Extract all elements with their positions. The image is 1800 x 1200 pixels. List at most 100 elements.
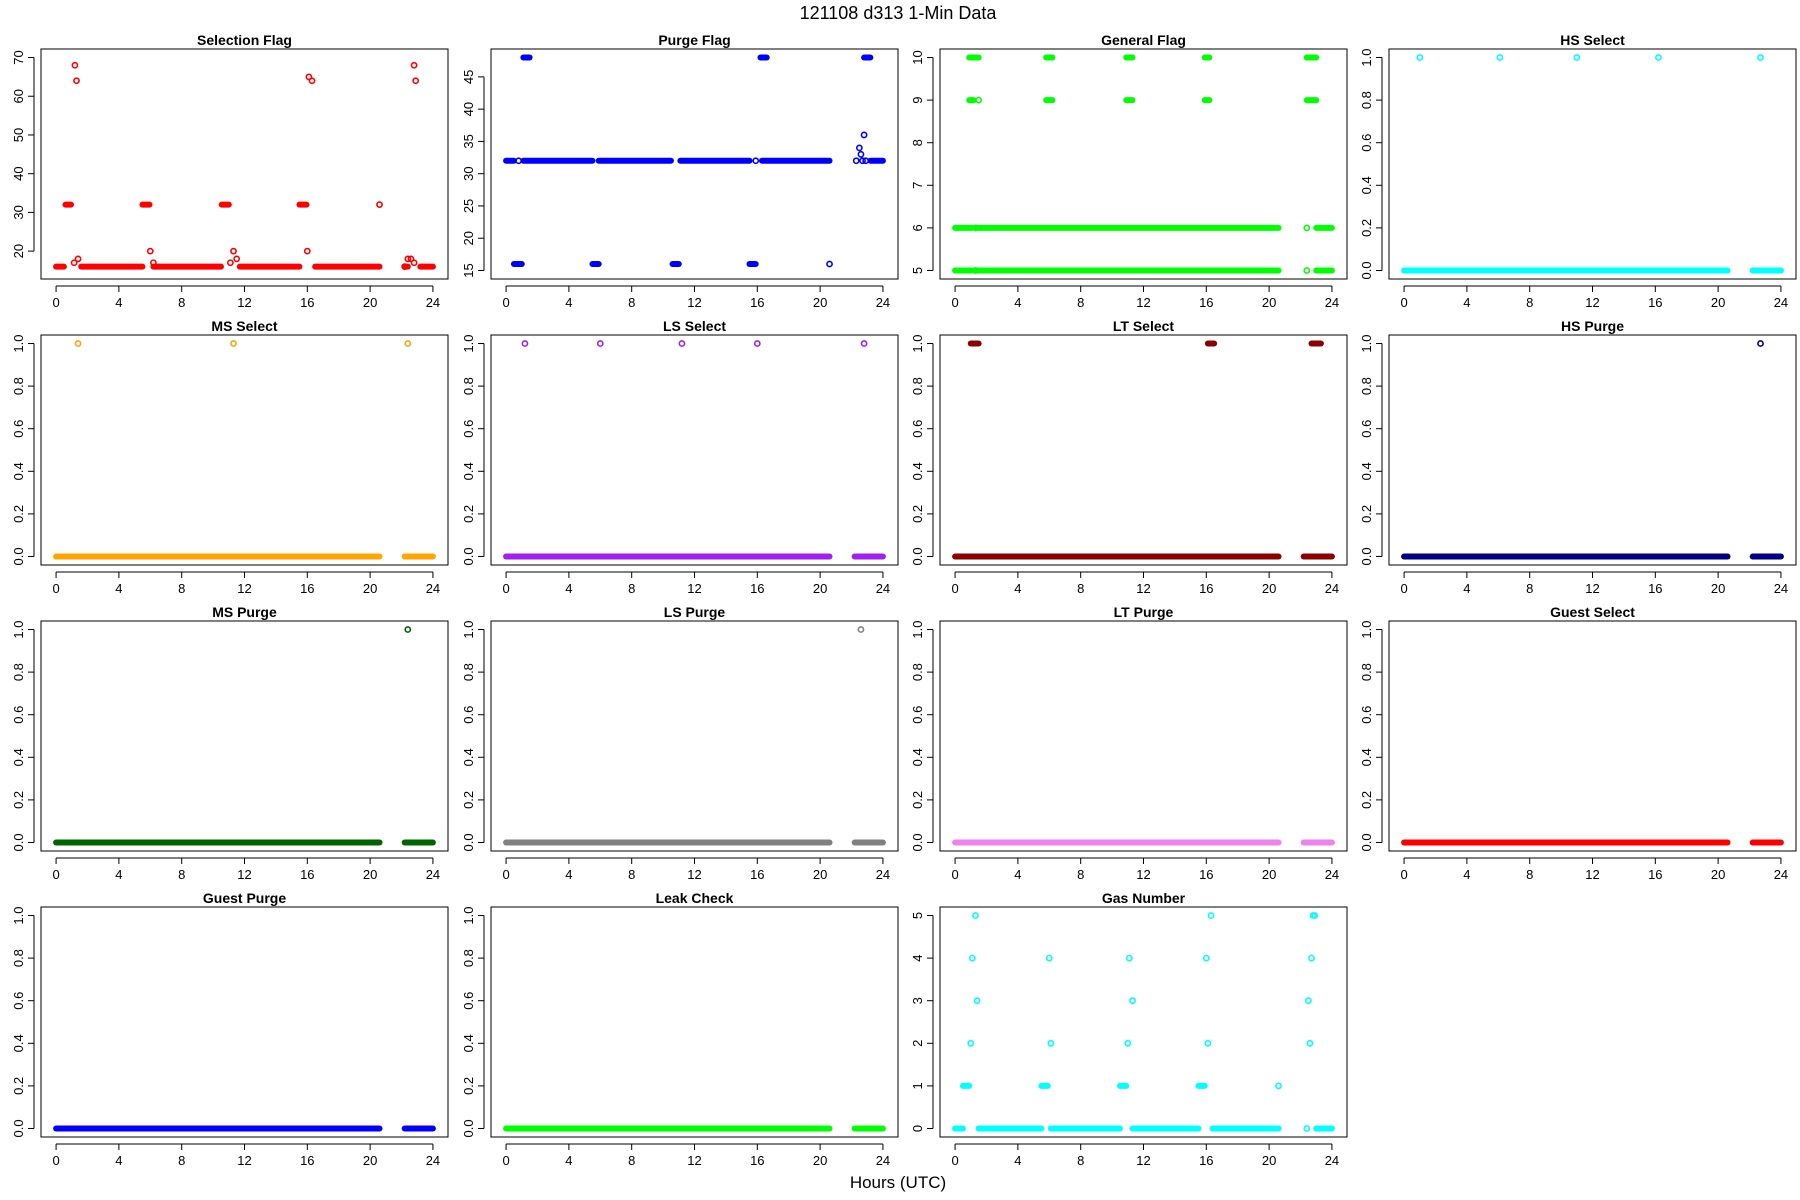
x-tick-label: 20 — [813, 867, 827, 882]
data-point — [230, 340, 237, 347]
x-tick-label: 0 — [502, 867, 509, 882]
data-point — [1655, 54, 1662, 61]
x-tick-label: 4 — [1463, 295, 1470, 310]
x-tick-label: 16 — [300, 295, 314, 310]
x-tick-label: 16 — [300, 867, 314, 882]
plot-frame — [939, 334, 1348, 566]
data-point — [973, 997, 981, 1005]
plot-frame — [490, 620, 899, 852]
point-run — [1401, 267, 1731, 274]
plot-frame — [939, 48, 1348, 280]
point-run — [952, 839, 1282, 846]
y-tick-label: 0 — [910, 1125, 925, 1132]
point-run — [974, 224, 1282, 231]
y-tick-label: 0.4 — [11, 1034, 26, 1052]
point-run — [1401, 839, 1731, 846]
x-tick-label: 12 — [687, 581, 701, 596]
data-point — [303, 247, 311, 255]
y-tick-label: 9 — [910, 96, 925, 103]
x-tick-label: 20 — [1711, 867, 1725, 882]
point-run — [1749, 839, 1784, 846]
data-point — [1047, 1039, 1055, 1047]
y-tick-label: 0.0 — [461, 833, 476, 851]
y-tick-label: 0.4 — [1359, 748, 1374, 766]
y-tick-label: 0.2 — [11, 1077, 26, 1095]
y-tick-label: 0.2 — [461, 1077, 476, 1095]
x-tick-label: 12 — [1136, 295, 1150, 310]
panel-purge-flag: Purge Flag 0 4 8 12 16 20 24 15 20 25 30 35 40 45 — [461, 32, 899, 310]
y-axis: 20 30 40 50 60 70 — [11, 50, 35, 258]
y-tick-label: 30 — [461, 166, 476, 180]
x-tick-label: 4 — [565, 1153, 572, 1168]
point-run — [1308, 340, 1324, 347]
point-run — [974, 267, 1282, 274]
data-point — [146, 247, 154, 255]
data-point — [233, 255, 241, 263]
point-run — [503, 839, 833, 846]
y-tick-label: 0.4 — [1359, 176, 1374, 194]
data-point — [401, 263, 409, 271]
data-series — [952, 54, 1335, 274]
x-tick-label: 4 — [1014, 867, 1021, 882]
point-run — [503, 1125, 833, 1132]
plot-frame — [40, 906, 449, 1138]
point-run — [1313, 224, 1335, 231]
y-tick-label: 0.6 — [1359, 420, 1374, 438]
point-run — [677, 157, 753, 164]
x-axis: 0 4 8 12 16 20 24 — [1400, 285, 1788, 310]
x-tick-label: 12 — [237, 1153, 251, 1168]
data-point — [410, 259, 418, 267]
x-tick-label: 0 — [1400, 295, 1407, 310]
data-point — [1204, 1039, 1212, 1047]
data-series — [1401, 340, 1784, 560]
x-tick-label: 8 — [1526, 581, 1533, 596]
x-tick-label: 12 — [237, 867, 251, 882]
x-tick-label: 12 — [1136, 867, 1150, 882]
x-axis-label: Hours (UTC) — [850, 1173, 946, 1192]
y-tick-label: 0.6 — [11, 420, 26, 438]
x-tick-label: 16 — [1648, 295, 1662, 310]
point-run — [595, 157, 674, 164]
x-tick-label: 0 — [1400, 581, 1407, 596]
x-axis: 0 4 8 12 16 20 24 — [52, 1143, 440, 1168]
x-tick-label: 8 — [628, 295, 635, 310]
point-run — [1303, 97, 1320, 104]
y-axis: 0.0 0.2 0.4 0.6 0.8 1.0 — [910, 620, 934, 852]
y-tick-label: 0.2 — [910, 505, 925, 523]
y-tick-label: 1.0 — [910, 620, 925, 638]
x-tick-label: 4 — [565, 295, 572, 310]
x-tick-label: 24 — [1325, 1153, 1339, 1168]
panel-hs-select: HS Select 0 4 8 12 16 20 24 0.0 0.2 0.4 0.6 0.8 1.0 — [1359, 32, 1797, 310]
data-point — [857, 626, 865, 633]
x-tick-label: 20 — [1262, 295, 1276, 310]
x-tick-label: 4 — [1463, 867, 1470, 882]
x-tick-label: 0 — [502, 295, 509, 310]
panel-ls-purge: LS Purge 0 4 8 12 16 20 24 0.0 0.2 0.4 0.6 0.8 1.0 — [461, 604, 899, 882]
data-point — [1303, 224, 1311, 232]
y-axis: 0.0 0.2 0.4 0.6 0.8 1.0 — [1359, 620, 1383, 852]
data-point — [1045, 954, 1053, 962]
point-run — [1043, 97, 1056, 104]
data-series — [53, 61, 436, 271]
x-tick-label: 24 — [1774, 295, 1788, 310]
point-run — [296, 201, 310, 208]
x-tick-label: 20 — [363, 295, 377, 310]
y-tick-label: 1.0 — [461, 620, 476, 638]
x-tick-label: 0 — [951, 867, 958, 882]
y-tick-label: 4 — [910, 954, 925, 961]
point-run — [236, 263, 303, 270]
y-tick-label: 10 — [910, 50, 925, 64]
x-tick-label: 8 — [1077, 867, 1084, 882]
panel-title: LS Select — [663, 318, 726, 334]
x-tick-label: 4 — [1014, 295, 1021, 310]
data-point — [972, 224, 979, 232]
panel-hs-purge: HS Purge 0 4 8 12 16 20 24 0.0 0.2 0.4 0.6 0.8 1.0 — [1359, 318, 1797, 596]
data-point — [1304, 997, 1312, 1005]
point-run — [139, 201, 153, 208]
y-tick-label: 50 — [11, 128, 26, 142]
plot-frame — [1388, 48, 1797, 280]
data-point — [376, 201, 383, 209]
point-run — [1047, 1125, 1123, 1132]
data-point — [230, 247, 237, 255]
y-tick-label: 0.0 — [461, 547, 476, 565]
